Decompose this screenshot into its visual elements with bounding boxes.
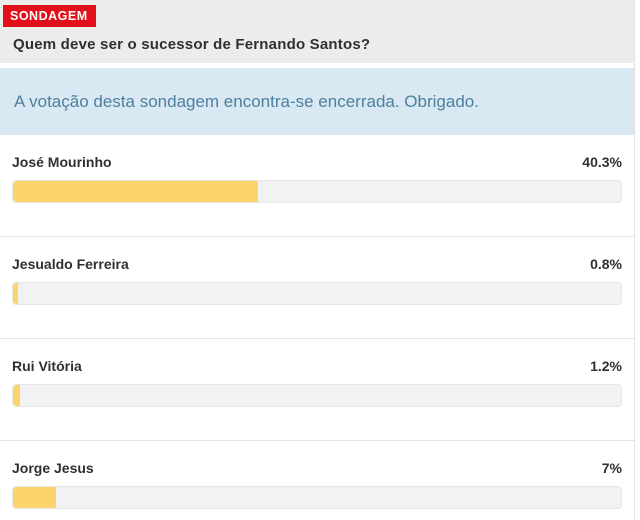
result-bar-track [12, 180, 622, 203]
option-percent: 1.2% [590, 358, 622, 374]
option-name: Jorge Jesus [12, 460, 94, 476]
option-row: Jorge Jesus 7% [12, 460, 622, 477]
option-row: Rui Vitória 1.2% [12, 358, 622, 375]
poll-option: Rui Vitória 1.2% [0, 338, 634, 440]
poll-options-list: José Mourinho 40.3% Jesualdo Ferreira 0.… [0, 135, 634, 520]
result-bar-track [12, 282, 622, 305]
result-bar-track [12, 486, 622, 509]
result-bar-track [12, 384, 622, 407]
option-name: Jesualdo Ferreira [12, 256, 129, 272]
result-bar-fill [13, 385, 21, 406]
poll-option: Jorge Jesus 7% [0, 440, 634, 520]
option-percent: 7% [601, 460, 622, 476]
poll-badge: SONDAGEM [3, 5, 96, 27]
poll-option: José Mourinho 40.3% [0, 135, 634, 236]
option-name: Rui Vitória [12, 358, 82, 374]
option-name: José Mourinho [12, 154, 112, 170]
poll-header: SONDAGEM Quem deve ser o sucessor de Fer… [0, 0, 634, 63]
result-bar-fill [13, 283, 18, 304]
option-percent: 40.3% [582, 154, 622, 170]
result-bar-fill [13, 181, 259, 202]
poll-closed-notice: A votação desta sondagem encontra-se enc… [0, 68, 634, 135]
option-percent: 0.8% [590, 256, 622, 272]
poll-closed-notice-text: A votação desta sondagem encontra-se enc… [14, 91, 479, 111]
poll-option: Jesualdo Ferreira 0.8% [0, 236, 634, 338]
option-row: Jesualdo Ferreira 0.8% [12, 256, 622, 273]
result-bar-fill [13, 487, 56, 508]
option-row: José Mourinho 40.3% [12, 154, 622, 171]
poll-question: Quem deve ser o sucessor de Fernando San… [13, 36, 371, 53]
